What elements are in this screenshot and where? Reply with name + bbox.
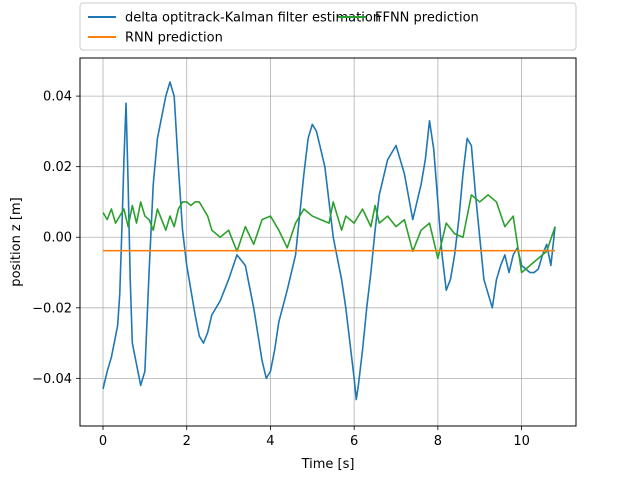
x-axis: 0 2 4 6 8 10: [99, 426, 530, 449]
y-tick-label: 0.02: [43, 160, 72, 175]
legend-box: [79, 2, 577, 51]
legend-entry: FFNN prediction: [375, 11, 479, 26]
x-axis-label: Time [s]: [301, 457, 355, 472]
plot-area-background: [80, 58, 576, 426]
legend-entry: delta optitrack-Kalman filter estimation: [125, 11, 381, 26]
plot-series: [102, 81, 556, 401]
x-tick-label: 8: [434, 434, 442, 449]
y-tick-label: 0.00: [43, 231, 72, 246]
x-tick-label: 2: [183, 434, 191, 449]
plot-frame: [79, 57, 577, 427]
y-axis: −0.04 −0.02 0.00 0.02 0.04: [32, 90, 80, 387]
y-tick-label: −0.04: [32, 372, 72, 387]
x-tick-label: 0: [99, 434, 107, 449]
y-axis-label: position z [m]: [9, 197, 24, 286]
y-tick-label: 0.04: [43, 90, 72, 105]
x-tick-label: 4: [266, 434, 274, 449]
legend: delta optitrack-Kalman filter estimation…: [79, 2, 577, 51]
series-line-2: [102, 194, 556, 274]
x-tick-label: 6: [350, 434, 358, 449]
grid-lines: [80, 58, 576, 426]
x-tick-label: 10: [513, 434, 530, 449]
y-tick-label: −0.02: [32, 301, 72, 316]
series-line-0: [102, 81, 556, 401]
legend-entry: RNN prediction: [125, 31, 223, 46]
